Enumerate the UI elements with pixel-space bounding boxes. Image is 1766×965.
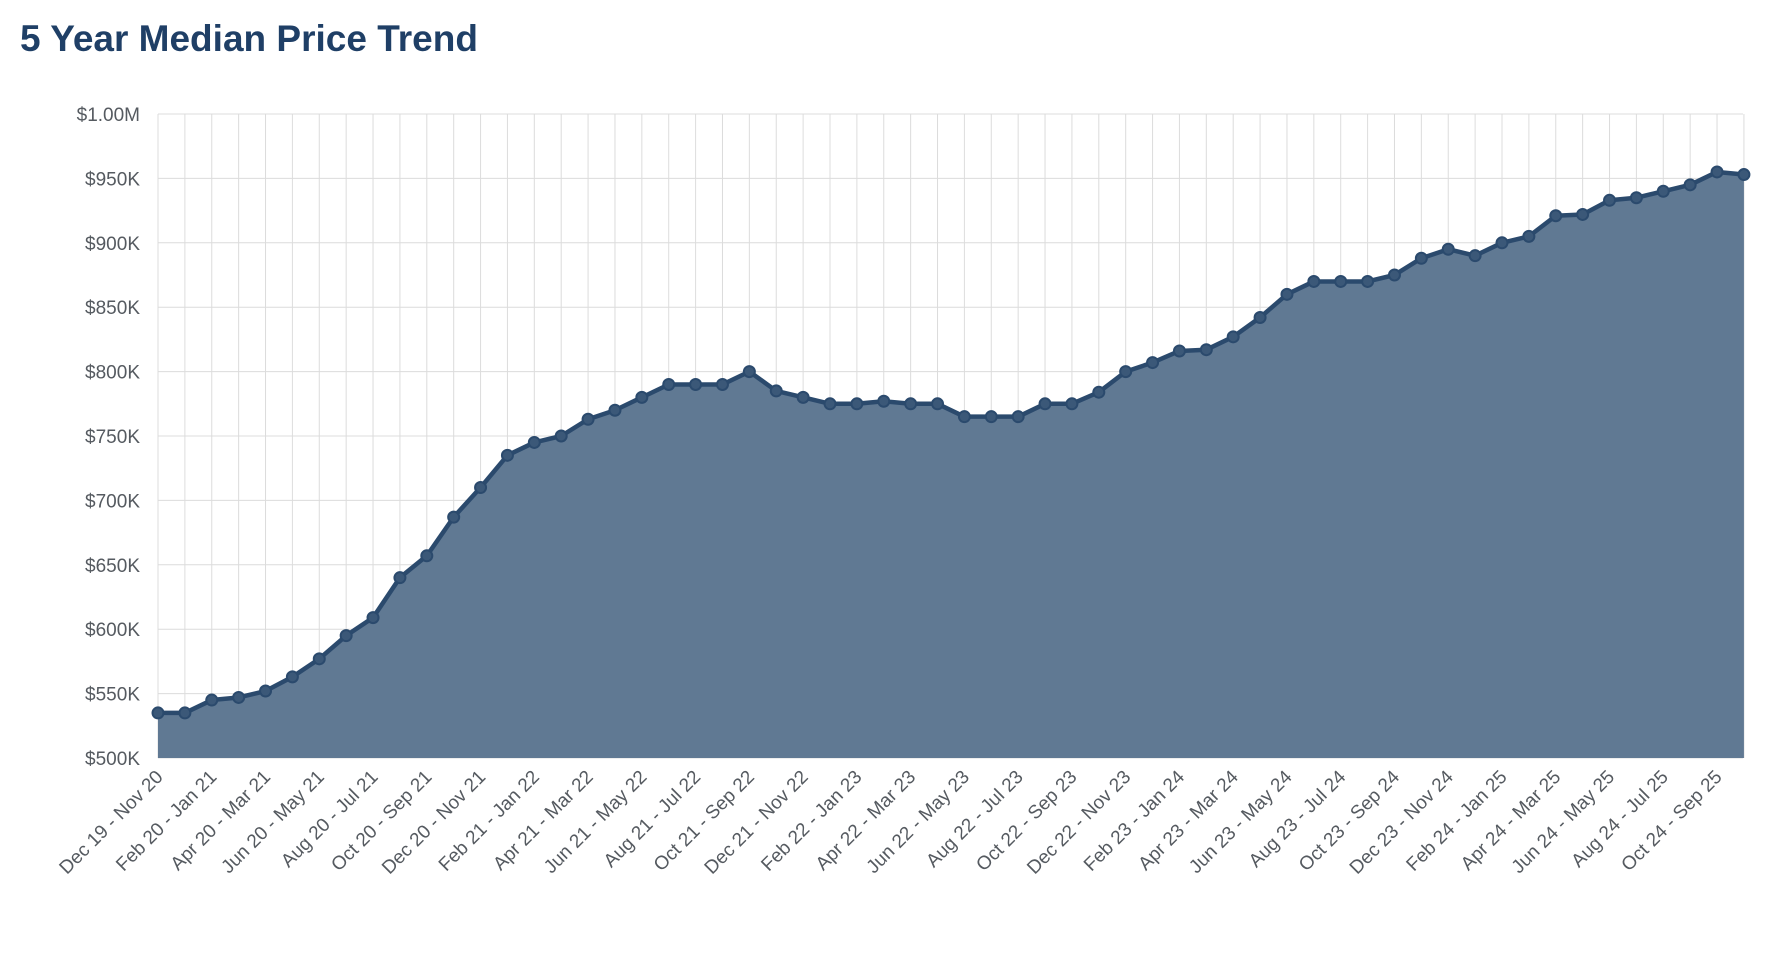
y-tick-label: $750K <box>85 427 140 448</box>
data-point[interactable] <box>339 629 353 643</box>
data-point[interactable] <box>715 377 729 391</box>
data-point[interactable] <box>1387 268 1401 282</box>
data-point[interactable] <box>232 690 246 704</box>
data-point[interactable] <box>1576 207 1590 221</box>
page-title: 5 Year Median Price Trend <box>20 18 478 59</box>
data-point[interactable] <box>1226 330 1240 344</box>
series-area <box>158 171 1744 758</box>
data-point[interactable] <box>984 410 998 424</box>
data-point[interactable] <box>1495 236 1509 250</box>
data-point[interactable] <box>850 397 864 411</box>
x-tick-label: Aug 24 - Jul 25 <box>1568 767 1673 872</box>
data-point[interactable] <box>527 435 541 449</box>
data-point[interactable] <box>635 390 649 404</box>
data-point[interactable] <box>581 412 595 426</box>
data-point[interactable] <box>205 693 219 707</box>
data-point[interactable] <box>1522 229 1536 243</box>
data-point[interactable] <box>1334 274 1348 288</box>
y-tick-label: $700K <box>85 491 140 512</box>
x-tick-label: Aug 22 - Jul 23 <box>922 767 1027 872</box>
data-point[interactable] <box>823 397 837 411</box>
data-point[interactable] <box>393 571 407 585</box>
y-tick-label: $500K <box>85 749 140 770</box>
y-tick-label: $900K <box>85 234 140 255</box>
data-point[interactable] <box>366 611 380 625</box>
y-tick-label: $600K <box>85 620 140 641</box>
data-point[interactable] <box>1737 168 1751 182</box>
data-point[interactable] <box>877 394 891 408</box>
data-point[interactable] <box>1172 344 1186 358</box>
area-layer <box>158 171 1744 758</box>
data-point[interactable] <box>1468 249 1482 263</box>
y-tick-label: $850K <box>85 298 140 319</box>
data-point[interactable] <box>1119 365 1133 379</box>
y-tick-label: $550K <box>85 685 140 706</box>
data-point[interactable] <box>1307 274 1321 288</box>
data-point[interactable] <box>1683 178 1697 192</box>
data-point[interactable] <box>447 510 461 524</box>
data-point[interactable] <box>689 377 703 391</box>
data-point[interactable] <box>957 410 971 424</box>
x-tick-label: Aug 23 - Jul 24 <box>1245 766 1351 872</box>
data-point[interactable] <box>285 670 299 684</box>
x-tick-label: Aug 20 - Jul 21 <box>277 767 382 872</box>
data-point[interactable] <box>1038 397 1052 411</box>
data-point[interactable] <box>904 397 918 411</box>
data-point[interactable] <box>1441 242 1455 256</box>
y-axis-labels: $500K $550K $600K $650K $700K $750K $800K $850K… <box>77 105 141 770</box>
data-point[interactable] <box>1253 311 1267 325</box>
x-tick-label: Aug 21 - Jul 22 <box>600 767 705 872</box>
data-point[interactable] <box>312 652 326 666</box>
y-tick-label: $950K <box>85 169 140 190</box>
data-point[interactable] <box>1361 274 1375 288</box>
data-point[interactable] <box>608 403 622 417</box>
y-tick-label: $650K <box>85 556 140 577</box>
y-tick-label: $800K <box>85 363 140 384</box>
data-point[interactable] <box>1011 410 1025 424</box>
data-point[interactable] <box>1710 165 1724 179</box>
data-point[interactable] <box>500 448 514 462</box>
data-point[interactable] <box>742 365 756 379</box>
data-point[interactable] <box>662 377 676 391</box>
data-point[interactable] <box>420 549 434 563</box>
data-point[interactable] <box>1414 251 1428 265</box>
y-tick-label: $1.00M <box>77 105 140 126</box>
data-point[interactable] <box>259 684 273 698</box>
data-point[interactable] <box>1199 343 1213 357</box>
x-tick-label: Oct 24 - Sep 25 <box>1618 767 1727 876</box>
data-point[interactable] <box>1065 397 1079 411</box>
data-point[interactable] <box>796 390 810 404</box>
data-point[interactable] <box>151 706 165 720</box>
data-point[interactable] <box>178 706 192 720</box>
data-point[interactable] <box>1629 191 1643 205</box>
data-point[interactable] <box>1146 356 1160 370</box>
data-point[interactable] <box>1656 184 1670 198</box>
data-point[interactable] <box>769 384 783 398</box>
data-point[interactable] <box>1603 193 1617 207</box>
data-point[interactable] <box>1549 209 1563 223</box>
data-points <box>151 165 1751 720</box>
data-point[interactable] <box>474 481 488 495</box>
data-point[interactable] <box>931 397 945 411</box>
data-point[interactable] <box>1092 385 1106 399</box>
data-point[interactable] <box>1280 287 1294 301</box>
data-point[interactable] <box>554 429 568 443</box>
